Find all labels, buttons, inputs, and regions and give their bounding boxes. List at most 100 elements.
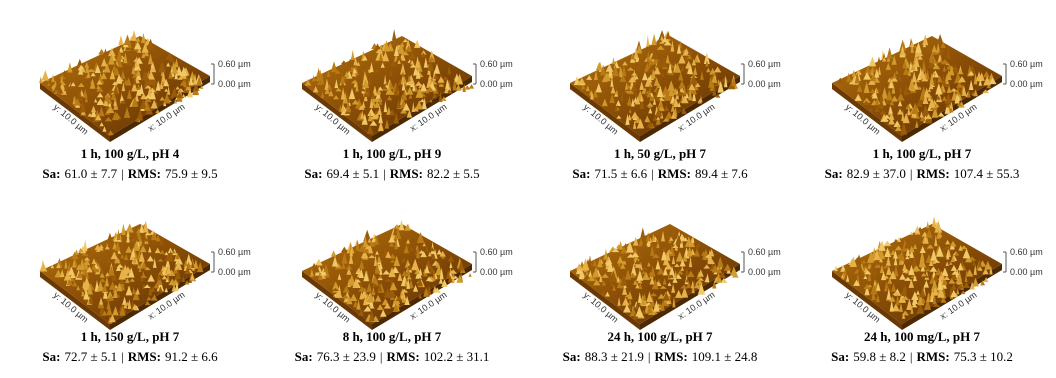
afm-panel: 0.60 µm0.00 µmy: 10.0 µmx: 10.0 µm24 h, …	[831, 216, 1043, 364]
rms: 82.2 ± 5.5	[427, 166, 480, 181]
sa-label: Sa:	[563, 349, 581, 364]
surface-peak	[932, 216, 937, 226]
surface-peak	[640, 227, 646, 239]
rms-label: RMS:	[128, 166, 161, 181]
surface-peak	[42, 70, 49, 81]
panel-stats: Sa: 88.3 ± 21.9 |RMS: 109.1 ± 24.8	[563, 349, 758, 364]
surface-peak	[331, 250, 336, 256]
surface-peak	[937, 34, 943, 43]
surface-peak	[118, 35, 123, 45]
separator: |	[648, 349, 651, 364]
separator: |	[910, 349, 913, 364]
surface-peak	[884, 241, 892, 246]
separator: |	[651, 166, 654, 181]
z-max-label: 0.60 µm	[480, 59, 513, 69]
afm-panel: 0.60 µm0.00 µmy: 10.0 µmx: 10.0 µm1 h, 1…	[39, 221, 250, 364]
surface-peak	[869, 57, 876, 67]
sa: 61.0 ± 7.7	[64, 166, 117, 181]
separator: |	[383, 166, 386, 181]
surface-peak	[887, 47, 893, 58]
separator: |	[910, 166, 913, 181]
z-max-label: 0.60 µm	[1010, 59, 1043, 69]
surface-peak	[926, 221, 929, 228]
panel-stats: Sa: 61.0 ± 7.7 | RMS: 75.9 ± 9.5	[42, 166, 217, 181]
panel-title: 1 h, 100 g/L, pH 9	[343, 146, 442, 161]
surface-peak	[341, 61, 347, 65]
surface-peak	[121, 223, 126, 234]
surface-peak	[651, 33, 656, 45]
rms: 75.3 ± 10.2	[954, 349, 1013, 364]
rms-label: RMS:	[386, 349, 419, 364]
panel-title: 1 h, 150 g/L, pH 7	[81, 329, 180, 344]
rms: 91.2 ± 6.6	[165, 349, 218, 364]
z-min-label: 0.00 µm	[218, 79, 251, 89]
rms-label: RMS:	[390, 166, 423, 181]
z-min-label: 0.00 µm	[1010, 79, 1043, 89]
surface-peak	[834, 265, 837, 271]
sa-label: Sa:	[42, 166, 60, 181]
sa-label: Sa:	[831, 349, 849, 364]
sa: 88.3 ± 21.9	[585, 349, 644, 364]
sa-label: Sa:	[304, 166, 322, 181]
panel-stats: Sa: 71.5 ± 6.6 | RMS: 89.4 ± 7.6	[572, 166, 748, 181]
panel-title: 24 h, 100 mg/L, pH 7	[864, 329, 980, 344]
sa: 59.8 ± 8.2	[853, 349, 906, 364]
rms-label: RMS:	[128, 349, 161, 364]
z-min-label: 0.00 µm	[218, 267, 251, 277]
rms: 75.9 ± 9.5	[165, 166, 218, 181]
panel-stats: Sa: 59.8 ± 8.2 |RMS: 75.3 ± 10.2	[831, 349, 1013, 364]
sa: 69.4 ± 5.1	[326, 166, 379, 181]
surface-peak	[469, 84, 474, 89]
afm-panel: 0.60 µm0.00 µmy: 10.0 µmx: 10.0 µm1 h, 1…	[302, 29, 513, 181]
surface-peak	[351, 50, 355, 60]
z-min-label: 0.00 µm	[748, 79, 781, 89]
afm-panel: 0.60 µm0.00 µmy: 10.0 µmx: 10.0 µm8 h, 1…	[295, 220, 513, 364]
surface-peak	[77, 59, 82, 66]
z-max-label: 0.60 µm	[748, 247, 781, 257]
panel-title: 24 h, 100 g/L, pH 7	[607, 329, 713, 344]
separator: |	[121, 166, 124, 181]
z-min-label: 0.00 µm	[480, 267, 513, 277]
panel-stats: Sa:76.3 ± 23.9|RMS:102.2 ± 31.1	[295, 349, 490, 364]
rms: 109.1 ± 24.8	[692, 349, 758, 364]
sa: 72.7 ± 5.1	[64, 349, 117, 364]
surface-peak	[341, 247, 347, 252]
sa-label: Sa:	[572, 166, 590, 181]
rms-label: RMS:	[916, 166, 949, 181]
surface-peak	[469, 273, 472, 277]
panel-title: 1 h, 100 g/L, pH 4	[81, 146, 180, 161]
figure: 0.60 µm0.00 µmy: 10.0 µmx: 10.0 µm1 h, 1…	[0, 0, 1056, 378]
surface-peak	[392, 29, 396, 40]
surface-peak	[596, 62, 603, 70]
surface-peak	[131, 30, 136, 41]
z-max-label: 0.60 µm	[1010, 247, 1043, 257]
sa-label: Sa:	[295, 349, 313, 364]
sa: 71.5 ± 6.6	[594, 166, 647, 181]
surface-peak	[124, 35, 131, 46]
surface-peak	[646, 35, 649, 47]
z-min-label: 0.00 µm	[748, 267, 781, 277]
sa: 82.9 ± 37.0	[847, 166, 906, 181]
separator: |	[121, 349, 124, 364]
afm-panel: 0.60 µm0.00 µmy: 10.0 µmx: 10.0 µm1 h, 1…	[39, 30, 251, 181]
sa-label: Sa:	[42, 349, 60, 364]
afm-panel: 0.60 µm0.00 µmy: 10.0 µmx: 10.0 µm1 h, 5…	[570, 30, 781, 181]
z-max-label: 0.60 µm	[218, 247, 251, 257]
rms-label: RMS:	[654, 349, 687, 364]
rms: 102.2 ± 31.1	[424, 349, 490, 364]
rms-label: RMS:	[916, 349, 949, 364]
rms-label: RMS:	[658, 166, 691, 181]
surface-peak	[918, 227, 922, 230]
afm-panel: 0.60 µm0.00 µmy: 10.0 µmx: 10.0 µm1 h, 1…	[825, 34, 1043, 181]
surface-peak	[83, 239, 87, 251]
separator: |	[380, 349, 383, 364]
z-min-label: 0.00 µm	[480, 79, 513, 89]
rms: 89.4 ± 7.6	[695, 166, 748, 181]
surface-peak	[331, 61, 337, 72]
surface-peak	[612, 57, 615, 64]
z-max-label: 0.60 µm	[218, 59, 251, 69]
rms: 107.4 ± 55.3	[954, 166, 1020, 181]
z-min-label: 0.00 µm	[1010, 267, 1043, 277]
panel-stats: Sa:82.9 ± 37.0|RMS:107.4 ± 55.3	[825, 166, 1020, 181]
z-max-label: 0.60 µm	[480, 247, 513, 257]
